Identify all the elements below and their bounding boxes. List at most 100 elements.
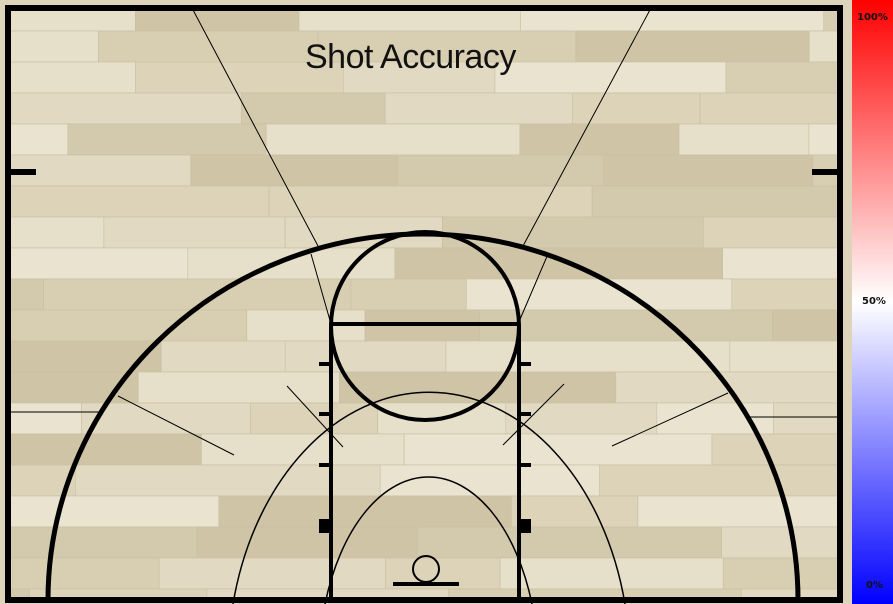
floor-plank <box>158 557 386 590</box>
floor-plank <box>11 557 160 590</box>
floor-plank <box>445 340 731 373</box>
floor-plank <box>201 433 405 466</box>
zone-divider-line <box>502 383 565 446</box>
court-boundary <box>5 5 843 603</box>
colorbar-label-max: 100% <box>857 12 888 23</box>
lane-block <box>319 519 331 533</box>
colorbar <box>852 0 893 604</box>
zone-divider-line <box>310 253 332 325</box>
floor-plank <box>81 402 251 435</box>
floor-plank <box>499 557 724 590</box>
floor-plank <box>103 216 286 249</box>
floor-plank <box>725 61 840 94</box>
floor-plank <box>721 526 840 559</box>
floor-plank <box>731 278 840 311</box>
court-lines <box>5 5 843 604</box>
floor-plank <box>519 123 680 156</box>
floor-plank <box>741 588 840 600</box>
zone-divider-line <box>191 7 319 247</box>
floor-plank <box>510 495 639 528</box>
floor-plank <box>722 247 840 280</box>
free-throw-circle <box>329 230 521 422</box>
zone-divider-line <box>611 392 729 447</box>
floor-plank <box>317 30 577 63</box>
mid-range-arc <box>232 391 626 604</box>
zone-divider-line <box>517 253 549 325</box>
rim <box>412 555 440 583</box>
zone-divider-line <box>522 7 652 247</box>
inner-arc <box>324 476 533 604</box>
floor-plank <box>703 216 840 249</box>
floor-plank <box>465 278 733 311</box>
floor-plank <box>572 92 701 125</box>
floor-plank <box>403 433 713 466</box>
floor-plank <box>250 402 378 435</box>
floor-plank <box>494 61 727 94</box>
floor-plank <box>772 309 840 342</box>
floor-plank <box>505 402 658 435</box>
zone-divider-line <box>286 385 344 448</box>
floor-plank <box>8 61 136 94</box>
floor-plank <box>8 247 189 280</box>
floor-plank <box>8 433 202 466</box>
floor-plank <box>722 557 840 590</box>
floor-plank <box>8 588 30 600</box>
floor-plank <box>8 309 248 342</box>
floor-plank <box>379 464 601 497</box>
floor-plank <box>479 309 773 342</box>
floor-plank <box>396 154 605 187</box>
floor-plank <box>342 61 496 94</box>
floor-plank <box>711 433 840 466</box>
floor-plank <box>265 123 521 156</box>
floor-plank <box>67 123 267 156</box>
floor-plank <box>268 185 593 218</box>
floor-plank <box>8 526 198 559</box>
floor-plank <box>160 340 286 373</box>
floor-plank <box>823 8 840 32</box>
floor-plank <box>575 30 810 63</box>
floor-plank <box>8 185 270 218</box>
floor-plank <box>599 464 840 497</box>
floor-plank <box>8 216 105 249</box>
floor-plank <box>808 123 840 156</box>
floor-plank <box>137 371 340 404</box>
zone-divider-line <box>117 395 235 456</box>
floor-plank <box>8 402 82 435</box>
floor-plank <box>808 30 840 63</box>
floor-plank <box>284 340 447 373</box>
floor-plank <box>350 278 467 311</box>
chart-title: Shot Accuracy <box>305 38 516 76</box>
floor-plank <box>394 247 723 280</box>
colorbar-label-min: 0% <box>866 580 883 591</box>
floor-plank <box>29 588 208 600</box>
floor-plank <box>772 402 840 435</box>
floor-plank <box>10 92 242 125</box>
floor-plank <box>8 495 220 528</box>
floor-plank <box>442 216 704 249</box>
floor-plank <box>75 464 381 497</box>
floor-plank <box>98 30 319 63</box>
floor-plank <box>591 185 840 218</box>
floor-plank <box>241 92 386 125</box>
floor-plank <box>603 154 814 187</box>
floor-plank <box>699 92 840 125</box>
floor-plank <box>196 526 418 559</box>
colorbar-label-mid: 50% <box>862 296 886 307</box>
floor-plank <box>8 123 69 156</box>
floor-plank <box>190 154 398 187</box>
floor-plank <box>448 588 742 600</box>
floor-plank <box>384 92 573 125</box>
floor-plank <box>135 61 344 94</box>
floor-plank <box>339 371 617 404</box>
floor-plank <box>8 30 99 63</box>
floor-plank <box>8 340 162 373</box>
floor-plank <box>8 154 192 187</box>
floor-plank <box>416 526 722 559</box>
floor-plank <box>729 340 840 373</box>
lane-block <box>519 519 531 533</box>
floor-plank <box>678 123 810 156</box>
floor-plank <box>637 495 840 528</box>
